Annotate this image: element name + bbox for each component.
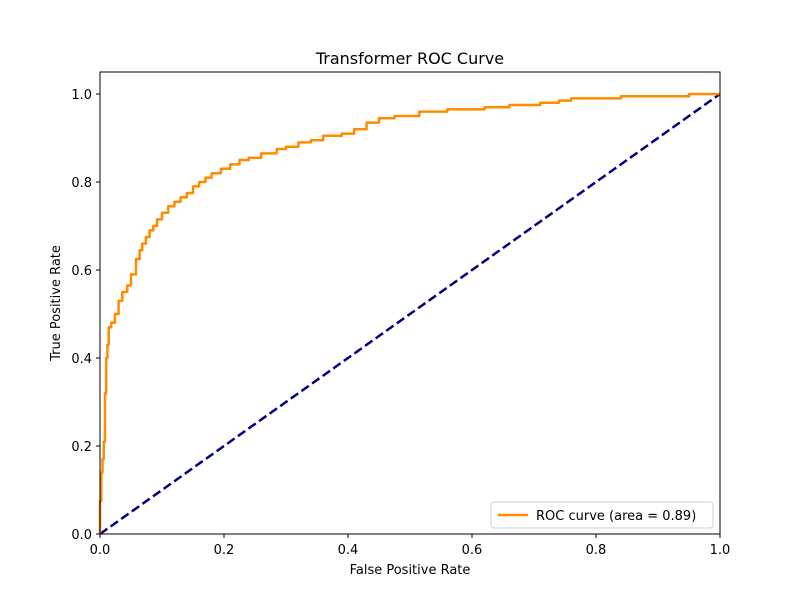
x-axis-label: False Positive Rate — [350, 563, 471, 578]
roc-curve-line — [98, 92, 720, 534]
y-tick-label: 0.6 — [71, 264, 92, 279]
y-tick-label: 1.0 — [71, 88, 92, 103]
legend-label-roc: ROC curve (area = 0.89) — [536, 509, 696, 524]
x-tick-label: 0.4 — [338, 543, 359, 558]
plot-frame — [99, 71, 721, 535]
y-tick-label: 0.0 — [71, 528, 92, 543]
x-tick-label: 0.0 — [90, 543, 111, 558]
y-axis-ticks: 0.0 0.2 0.4 0.6 0.8 1.0 — [71, 88, 100, 543]
y-tick-label: 0.4 — [71, 352, 92, 367]
x-tick-label: 0.8 — [586, 543, 607, 558]
x-axis-ticks: 0.0 0.2 0.4 0.6 0.8 1.0 — [90, 534, 731, 558]
legend-box — [490, 501, 714, 529]
y-tick-label: 0.8 — [71, 176, 92, 191]
chart-title: Transformer ROC Curve — [315, 49, 504, 68]
chance-diagonal-line — [99, 92, 721, 536]
x-tick-label: 0.6 — [462, 543, 483, 558]
x-tick-label: 1.0 — [710, 543, 731, 558]
y-axis-label: True Positive Rate — [49, 245, 64, 362]
plot-area — [98, 71, 721, 536]
series-layer — [98, 92, 721, 536]
y-tick-label: 0.2 — [71, 440, 92, 455]
legend: ROC curve (area = 0.89) — [490, 501, 714, 529]
x-tick-label: 0.2 — [214, 543, 235, 558]
plot-background — [100, 72, 720, 534]
